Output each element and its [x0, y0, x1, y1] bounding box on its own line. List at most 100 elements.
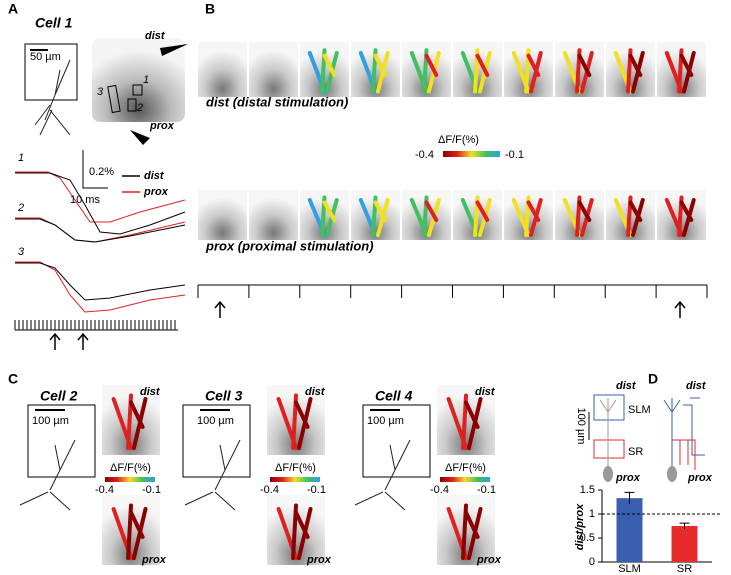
thumbnail [198, 42, 247, 97]
scale-label: 100 µm [367, 415, 404, 427]
scale-label: 100 µm [32, 415, 69, 427]
roi [127, 98, 137, 112]
legend-label: dist [144, 170, 165, 182]
prox-label: prox [476, 554, 502, 566]
dendrite [129, 510, 145, 539]
dendrite [294, 510, 310, 539]
dist-label: dist [686, 380, 707, 392]
colorbar [105, 477, 155, 482]
colorbar-min: -0.4 [430, 484, 449, 496]
thumbnail [249, 190, 298, 240]
dendrite [526, 200, 541, 222]
y-axis-label: dist/prox [574, 503, 586, 550]
trace-label: 1 [18, 152, 24, 164]
neuron [19, 439, 76, 511]
neuron [354, 439, 411, 511]
scale-label: 50 µm [30, 51, 61, 63]
trace [15, 261, 186, 313]
x-tick-label: SR [677, 563, 692, 575]
roi [107, 84, 121, 114]
arrow [49, 332, 89, 350]
sr-box [593, 439, 625, 459]
y-tick-label: 0 [589, 556, 595, 568]
arrowhead [160, 44, 188, 56]
colorbar-title: ΔF/F(%) [275, 462, 316, 474]
inset-box [362, 404, 431, 478]
stim-comb [14, 320, 178, 331]
error-bar [679, 522, 690, 529]
roi-label: 1 [143, 74, 149, 86]
dendrite [475, 200, 490, 222]
y-tick-label: 1.5 [580, 484, 595, 496]
colorbar-title: ΔF/F(%) [445, 462, 486, 474]
cell-title: Cell 3 [205, 388, 243, 404]
slm-box [593, 394, 625, 421]
dendrite [577, 53, 592, 77]
neuron-sketch [663, 397, 705, 468]
trace [15, 218, 186, 243]
legend-label: prox [143, 186, 169, 198]
prox-label: prox [149, 120, 175, 132]
prox-label: prox [141, 554, 167, 566]
soma [603, 466, 613, 482]
dendrite [679, 200, 694, 222]
neuron [34, 59, 71, 136]
panel-label: B [205, 1, 215, 17]
y-tick-label: 0.5 [580, 532, 595, 544]
x-tick-label: SLM [618, 563, 641, 575]
cells: Cell 2 100 µm dist prox ΔF/F(%) -0.4 -0.1 Cell … [19, 385, 502, 566]
colorbar [443, 151, 500, 157]
region-label: SR [628, 446, 643, 458]
dendrite [373, 53, 388, 77]
bar [616, 498, 643, 562]
trace-label: 3 [18, 246, 25, 258]
panel-label: A [8, 1, 18, 17]
dendrite [424, 53, 439, 77]
neuron-sketch [672, 439, 696, 470]
dist-label: dist [140, 386, 161, 398]
scale-label: 10 ms [70, 194, 100, 206]
dendrite [526, 53, 541, 77]
y-tick-label: 1 [589, 508, 595, 520]
panel-label: D [648, 371, 658, 387]
bar-chart: 0 0.5 1 1.5 SLM SR [580, 484, 720, 575]
colorbar-max: -0.1 [477, 484, 496, 496]
dendrite [628, 53, 643, 77]
error-bar [624, 491, 635, 504]
inset-box [182, 404, 251, 478]
dendrite [577, 200, 592, 222]
dist-label: dist [305, 386, 326, 398]
dendrite [294, 400, 310, 429]
dendrite [129, 400, 145, 429]
dist-label: dist [616, 380, 637, 392]
cell-title: Cell 2 [40, 388, 78, 404]
caption: dist (distal stimulation) [206, 94, 348, 109]
colorbar-max: -0.1 [505, 149, 524, 161]
neuron [184, 439, 241, 511]
trace [15, 262, 186, 301]
dist-label: dist [145, 30, 166, 42]
fluor-image [92, 38, 185, 122]
dendrite [322, 200, 337, 222]
roi [132, 84, 143, 96]
dendrite [373, 200, 388, 222]
roi-label: 2 [136, 102, 143, 114]
colorbar-min: -0.4 [415, 149, 434, 161]
legend: dist prox [122, 170, 169, 198]
dendrite [322, 53, 337, 77]
thumbnail [249, 42, 298, 97]
dendrite [679, 53, 694, 77]
cell-title: Cell 4 [375, 388, 413, 404]
roi-label: 3 [97, 86, 104, 98]
colorbar-min: -0.4 [260, 484, 279, 496]
region-label: SLM [628, 404, 651, 416]
neuron-sketch [599, 398, 617, 468]
scale-label: 100 µm [575, 408, 587, 445]
dist-label: dist [475, 386, 496, 398]
scale-bar [82, 150, 108, 189]
trace-label: 2 [17, 202, 24, 214]
colorbar [440, 477, 490, 482]
arrowhead [130, 130, 150, 145]
dendrite [424, 200, 439, 222]
prox-label: prox [687, 472, 713, 484]
